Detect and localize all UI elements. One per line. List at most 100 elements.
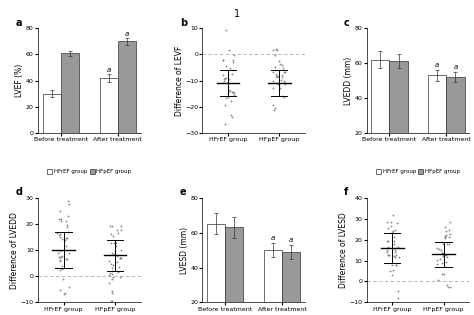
Point (391, 242, 398, 247)
Bar (447, 77, 465, 168)
Point (390, 267, 397, 272)
Point (442, 260, 450, 265)
Text: a: a (125, 31, 129, 37)
Point (276, 61, 284, 66)
Point (111, 253, 119, 258)
Point (271, 106, 279, 111)
Point (118, 227, 125, 232)
Point (58, 254, 65, 259)
Point (437, 256, 444, 261)
Point (111, 248, 118, 253)
Point (219, 57, 227, 62)
Point (278, 63, 286, 68)
Point (388, 224, 395, 229)
Point (224, 81, 232, 86)
Point (224, 79, 232, 84)
Point (390, 235, 398, 240)
Point (117, 274, 124, 279)
Point (388, 272, 396, 278)
Point (108, 224, 116, 229)
Legend: HFrEF group, HFpEF group: HFrEF group, HFpEF group (374, 167, 462, 177)
Bar (264, 250, 282, 315)
Point (446, 228, 453, 233)
Point (270, 78, 277, 83)
Y-axis label: LVESD (mm): LVESD (mm) (180, 226, 189, 274)
Text: 1: 1 (234, 9, 240, 20)
Point (64, 256, 71, 261)
Legend: HFrEF group, HFpEF group: HFrEF group, HFpEF group (45, 167, 134, 177)
Point (64, 236, 71, 241)
Point (269, 85, 277, 90)
Point (446, 285, 453, 290)
Point (222, 95, 230, 100)
Point (392, 252, 400, 257)
Point (225, 84, 232, 89)
Point (113, 254, 120, 259)
Point (441, 235, 449, 240)
Point (434, 277, 441, 282)
Bar (100, 78, 118, 133)
Point (114, 260, 121, 265)
Point (271, 65, 278, 70)
Point (64, 198, 72, 203)
Point (230, 93, 237, 98)
Point (442, 232, 449, 237)
Point (117, 255, 124, 261)
Point (56, 288, 64, 293)
Point (225, 76, 233, 81)
Point (107, 262, 115, 267)
Point (219, 58, 227, 63)
Point (116, 265, 123, 270)
Point (384, 226, 392, 231)
Point (57, 216, 64, 221)
Point (224, 90, 232, 95)
Point (443, 242, 450, 247)
Point (275, 87, 283, 92)
Point (269, 103, 277, 108)
Point (55, 250, 62, 255)
Point (441, 233, 448, 238)
Bar (118, 42, 136, 133)
Point (275, 58, 283, 63)
Point (392, 228, 399, 233)
Point (438, 261, 446, 266)
Point (114, 227, 121, 232)
Point (445, 234, 453, 239)
Point (443, 255, 451, 260)
Point (114, 230, 121, 235)
Point (225, 87, 233, 92)
Point (65, 202, 73, 207)
Point (446, 231, 454, 236)
Point (273, 47, 280, 52)
Point (56, 232, 64, 237)
Point (394, 295, 402, 300)
Point (58, 266, 65, 271)
Point (442, 228, 450, 233)
Point (55, 232, 62, 238)
Point (110, 241, 118, 246)
Point (222, 76, 230, 81)
Point (277, 85, 284, 90)
Point (55, 255, 63, 260)
Point (56, 257, 64, 262)
Point (109, 268, 116, 273)
Point (385, 238, 392, 243)
Point (441, 236, 448, 241)
Point (226, 47, 233, 52)
Point (277, 78, 284, 83)
Point (227, 112, 235, 117)
Point (57, 254, 65, 259)
Point (392, 263, 400, 268)
Point (106, 272, 113, 278)
Point (110, 251, 118, 256)
Point (385, 252, 392, 257)
Point (227, 66, 234, 71)
Point (113, 243, 120, 248)
Point (229, 60, 237, 65)
Point (117, 248, 125, 253)
Point (54, 231, 61, 236)
Point (390, 254, 398, 259)
Point (433, 245, 441, 250)
Point (222, 103, 229, 108)
Point (220, 79, 228, 84)
